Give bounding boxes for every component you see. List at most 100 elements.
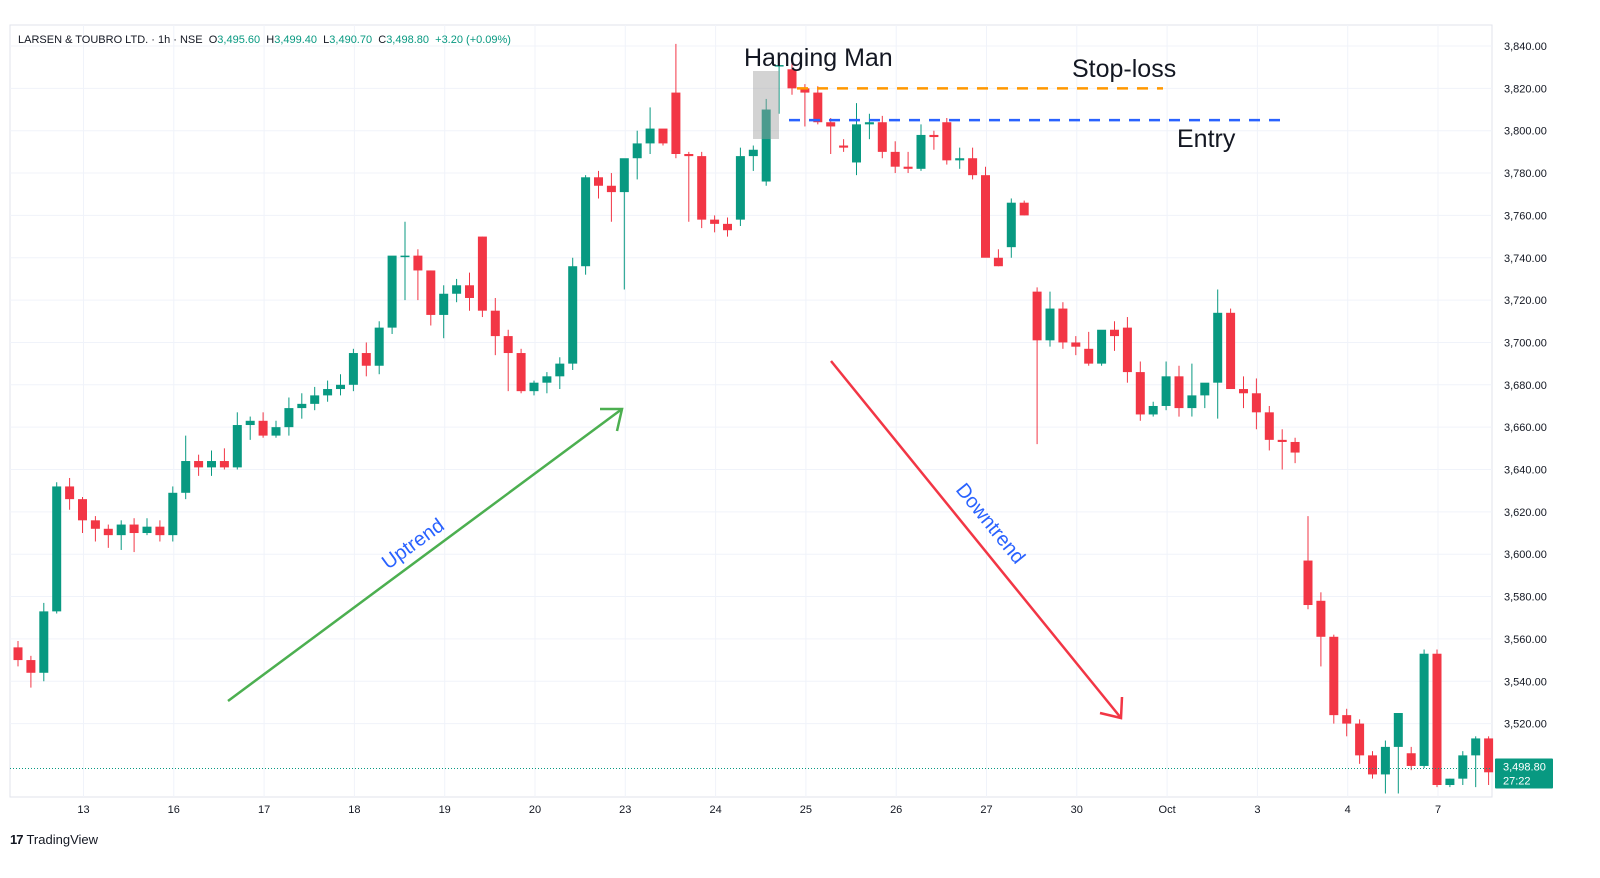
candle-body — [1290, 441, 1300, 453]
candle-body — [1213, 312, 1223, 383]
low-value: 3,490.70 — [329, 34, 373, 46]
candle-body — [1471, 738, 1481, 756]
candle-body — [710, 219, 720, 224]
price-tick-label: 3,580.00 — [1504, 592, 1547, 604]
close-label: C — [378, 34, 387, 46]
time-tick-label: Oct — [1159, 804, 1176, 816]
candle-body — [387, 255, 397, 328]
price-tick-label: 3,720.00 — [1504, 295, 1547, 307]
candle-body — [465, 285, 474, 298]
symbol-name[interactable]: LARSEN & TOUBRO LTD. · 1h · NSE — [18, 34, 203, 46]
uptrend-arrowhead-icon — [600, 407, 624, 432]
candle-body — [542, 376, 552, 383]
open-value: 3,495.60 — [217, 34, 261, 46]
price-tick-label: 3,700.00 — [1504, 337, 1547, 349]
candle-body — [155, 526, 165, 536]
candle-body — [1045, 308, 1055, 341]
candle-body — [1019, 202, 1029, 216]
candle-body — [323, 389, 333, 396]
candle-body — [78, 499, 87, 521]
time-tick-label: 16 — [168, 804, 180, 816]
time-tick-label: 7 — [1435, 804, 1441, 816]
candle-body — [1329, 636, 1339, 716]
candle-body — [955, 158, 965, 161]
candle-body — [39, 611, 49, 673]
symbol-header: LARSEN & TOUBRO LTD. · 1h · NSE O3,495.6… — [18, 34, 511, 46]
candle-body — [658, 128, 668, 144]
candle-body — [258, 420, 268, 436]
candle-body — [361, 353, 371, 366]
candle-body — [194, 461, 204, 468]
candle-body — [1380, 746, 1390, 775]
candle-body — [1277, 439, 1287, 442]
candle-body — [787, 69, 797, 89]
candle-body — [619, 158, 629, 193]
time-tick-label: 17 — [258, 804, 270, 816]
candle-body — [606, 185, 616, 193]
price-tick-label: 3,780.00 — [1504, 168, 1547, 180]
candle-body — [723, 223, 732, 231]
candle-body — [1368, 755, 1377, 775]
candle-body — [439, 293, 449, 315]
candle-body — [310, 395, 320, 404]
candle-body — [284, 408, 294, 428]
uptrend-arrow-shaft — [227, 407, 623, 703]
price-tick-label: 3,540.00 — [1504, 676, 1547, 688]
candle-body — [671, 92, 681, 154]
candle-body — [1484, 738, 1494, 773]
candle-body — [1058, 308, 1068, 343]
price-tick-label: 3,520.00 — [1504, 719, 1547, 731]
candle-body — [594, 177, 603, 186]
candle-body — [1251, 393, 1261, 413]
candle-body — [1161, 376, 1171, 406]
candle-body — [839, 145, 849, 148]
candle-body — [516, 353, 526, 392]
candle-body — [490, 310, 500, 337]
candle-body — [981, 175, 990, 258]
candle-body — [116, 524, 126, 536]
price-badge — [1495, 758, 1553, 789]
candle-body — [1316, 600, 1326, 637]
candle-body — [1006, 202, 1016, 248]
candle-body — [426, 270, 436, 315]
price-tick-label: 3,680.00 — [1504, 380, 1547, 392]
candle-body — [1264, 412, 1274, 440]
candle-body — [942, 122, 952, 161]
candle-body — [1445, 778, 1455, 786]
candle-body — [297, 403, 307, 409]
candle-body — [735, 156, 745, 220]
candle-body — [581, 177, 591, 267]
candle-body — [1097, 329, 1107, 364]
candle-body — [181, 461, 191, 493]
candle-body — [697, 156, 707, 220]
entry-label: Entry — [1177, 125, 1236, 153]
open-label: O — [208, 34, 218, 46]
price-tick-label: 3,660.00 — [1504, 422, 1547, 434]
time-tick-label: 20 — [529, 804, 541, 816]
candle-body — [400, 255, 410, 258]
candle-body — [1239, 389, 1248, 394]
candle-body — [632, 143, 642, 159]
candle-body — [1226, 312, 1236, 390]
time-axis: 13 16 17 18 19 20 23 24 25 26 27 30 Oct 3 4 7 — [77, 804, 1441, 816]
candle-body — [271, 427, 281, 436]
price-tick-label: 3,740.00 — [1504, 253, 1547, 265]
price-badge-value: 3,498.80 — [1503, 761, 1546, 773]
time-tick-label: 4 — [1345, 804, 1351, 816]
time-tick-label: 25 — [800, 804, 812, 816]
candle-body — [1458, 755, 1468, 779]
candle-body — [1393, 713, 1403, 747]
price-tick-label: 3,640.00 — [1504, 465, 1547, 477]
candle-body — [877, 122, 887, 152]
tradingview-brand[interactable]: 17 TradingView — [10, 832, 98, 847]
time-tick-label: 19 — [439, 804, 451, 816]
candle-body — [1135, 372, 1145, 415]
candle-body — [1174, 376, 1184, 409]
candle-body — [916, 134, 926, 169]
candle-body — [529, 382, 539, 392]
candle-body — [348, 353, 358, 385]
candle-body — [1122, 327, 1132, 373]
candle-body — [1032, 291, 1042, 341]
